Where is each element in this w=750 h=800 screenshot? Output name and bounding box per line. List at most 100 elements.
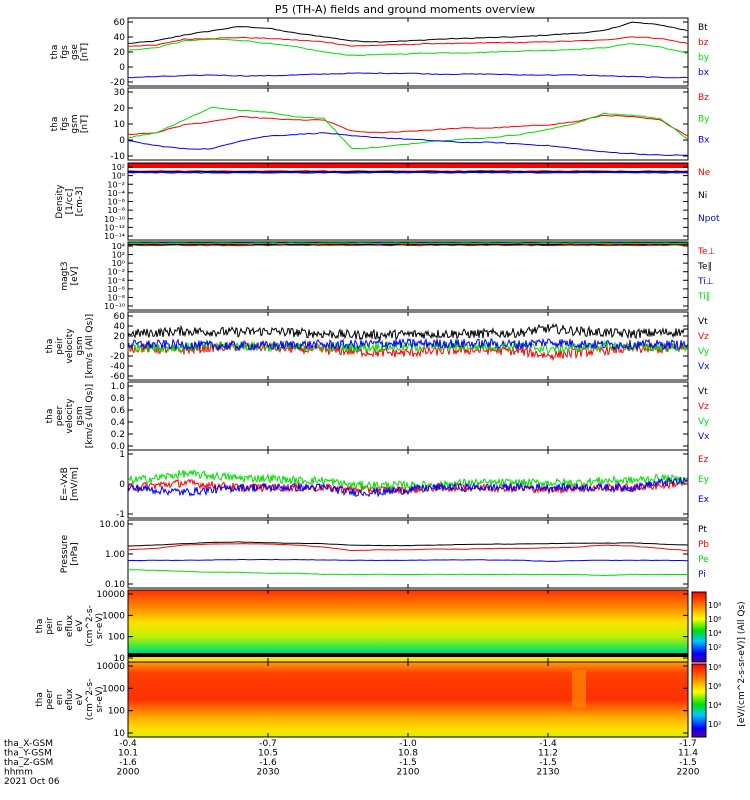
colorbar-top <box>691 591 707 663</box>
y-tick-label: -40 <box>110 362 125 372</box>
panel-frame <box>127 162 689 241</box>
colorbar-bottom <box>691 663 707 738</box>
y-tick-label: 1.00 <box>105 550 125 560</box>
y-axis-label: E=-VxB[mV/m] <box>60 467 80 501</box>
y-tick-label: 10⁻¹⁰ <box>104 302 125 311</box>
y-axis-label-line: tha <box>50 117 60 132</box>
ephemeris-value: -1.4 <box>539 739 557 749</box>
panel-efield: 1 0 -1 E=-VxB[mV/m] Ez Ey Ex <box>60 449 710 520</box>
y-axis-label-line: gse <box>70 44 80 60</box>
y-tick-label: 60 <box>114 18 126 28</box>
y-axis-label-line: fgs <box>60 45 70 59</box>
ephemeris-row-label: tha_X-GSM <box>4 739 53 749</box>
legend-entry: Ex <box>698 495 710 505</box>
ephemeris-row-label: tha_Y-GSM <box>4 749 52 759</box>
panel-pressure: 10.00 1.00 0.10 Pressure[nPa] Pt Pb Pe Pi <box>60 519 709 590</box>
colorbar-tick-label: 10⁶ <box>708 682 721 691</box>
series-line-bx <box>127 72 689 79</box>
y-tick-label: 20 <box>114 332 126 342</box>
spectrogram-image <box>128 662 688 737</box>
ephemeris-value: -1.6 <box>119 758 137 768</box>
y-tick-label: 10² <box>112 251 125 260</box>
series-line-Vy <box>127 339 689 355</box>
legend-entry: By <box>698 114 710 124</box>
y-tick-label: 1000 <box>102 611 125 621</box>
y-tick-label: 10² <box>112 163 125 172</box>
colorbar-tick-label: 10⁴ <box>708 701 721 710</box>
legend-entry: Bx <box>698 136 710 146</box>
legend-entry: bz <box>698 38 709 48</box>
y-axis-label: thapeirenefluxeV(cm^2-s-sr-eV) <box>35 605 105 647</box>
y-tick-label: 10 <box>114 729 126 739</box>
y-axis-label-line: peer <box>45 689 55 710</box>
ephemeris-value: 10.8 <box>398 749 418 759</box>
y-tick-label: 1.0 <box>111 382 126 392</box>
spectrogram-gap-band <box>128 653 688 657</box>
y-tick-label: 10⁻⁶ <box>107 285 125 294</box>
ephemeris-value: 11.2 <box>538 749 558 759</box>
y-tick-label: 0.4 <box>111 418 126 428</box>
y-axis-label: thafgsgse[nT] <box>50 43 90 61</box>
legend-entry: Pi <box>698 570 706 580</box>
panel-frame <box>127 241 689 311</box>
y-axis-label: magt3[eV] <box>60 261 80 290</box>
y-tick-label: -1 <box>116 510 125 520</box>
series-line-Ni <box>128 170 689 173</box>
y-axis-label-line: peir <box>55 337 65 355</box>
y-tick-label: 10000 <box>96 590 125 600</box>
y-axis-label-line: tha <box>50 45 60 60</box>
y-axis-label: Pressure[nPa] <box>60 534 80 573</box>
panel-fgs_gsm: 30 20 10 0 -10 thafgsgsm[nT] Bz By Bx <box>50 87 710 162</box>
legend-entry: Te⊥ <box>697 247 716 257</box>
y-axis-label-line: [nT] <box>80 43 90 61</box>
y-tick-label: 40 <box>114 33 126 43</box>
series-line-Bx <box>127 132 688 156</box>
y-axis-label-line: sr-eV) <box>95 613 105 639</box>
y-tick-label: 1000 <box>102 684 125 694</box>
series-line-Pe <box>127 569 688 577</box>
y-tick-label: 0.10 <box>105 580 125 590</box>
y-axis-label-line: [nPa] <box>70 542 80 565</box>
y-tick-label: 10⁻⁸ <box>107 293 125 302</box>
y-axis-label-line: velocity <box>65 328 75 364</box>
y-axis-label-line: en <box>55 694 65 705</box>
y-tick-label: 10⁻² <box>107 180 125 189</box>
y-axis-label-line: magt3 <box>60 261 70 290</box>
y-tick-label: 0 <box>119 480 125 490</box>
legend-entry: by <box>698 53 710 63</box>
legend-entry: Pt <box>698 525 707 535</box>
colorbar-tick-label: 10² <box>708 643 721 652</box>
y-tick-label: 0 <box>119 342 125 352</box>
ephemeris-value: 2030 <box>257 768 280 778</box>
y-tick-label: 100 <box>108 707 125 717</box>
series-line-Pb <box>127 543 688 552</box>
panel-frame <box>127 87 689 161</box>
legend-entry: Bz <box>698 93 709 103</box>
y-tick-label: -20 <box>110 78 125 88</box>
ephemeris-value: -1.6 <box>259 758 277 768</box>
y-axis-label-line: [nT] <box>80 115 90 133</box>
series-line-bz <box>127 36 689 47</box>
y-tick-label: 10⁻⁴ <box>107 276 125 285</box>
ephemeris-value: 10.5 <box>258 749 278 759</box>
y-tick-label: 10⁻¹⁰ <box>104 215 125 224</box>
y-tick-label: 10⁰ <box>112 259 125 268</box>
panel-peer_spec: 10000 1000 100 10 thapeerenefluxeV(cm^2-s-sr… <box>35 661 689 739</box>
legend-entry: Vt <box>698 317 708 327</box>
ephemeris-value: -1.0 <box>399 739 417 749</box>
legend-entry: Vy <box>698 347 710 357</box>
legend-entry: Ez <box>698 455 709 465</box>
colorbar-tick-label: 10⁶ <box>708 615 721 624</box>
y-tick-label: 0 <box>119 63 125 73</box>
y-tick-label: 20 <box>114 48 126 58</box>
y-axis-label-line: velocity <box>65 398 75 434</box>
y-tick-label: 10⁻⁴ <box>107 189 125 198</box>
ephemeris-value: -1.5 <box>679 758 697 768</box>
y-tick-label: 1 <box>119 450 125 460</box>
y-tick-label: 0 <box>119 136 125 146</box>
series-line-Ey <box>127 469 689 491</box>
y-tick-label: 10⁻¹⁴ <box>104 232 125 241</box>
y-tick-label: 0.8 <box>111 394 126 404</box>
ephemeris-value: 10.1 <box>118 749 138 759</box>
